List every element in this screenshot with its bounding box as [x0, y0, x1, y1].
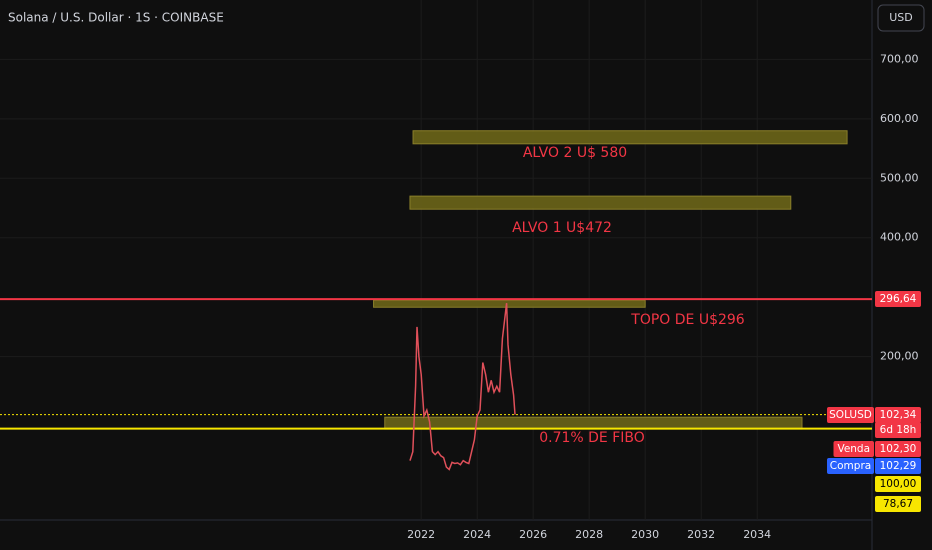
price-tag-label: 78,67: [883, 498, 913, 510]
currency-button-label[interactable]: USD: [889, 11, 913, 24]
price-tag: [875, 422, 921, 438]
zone-label: TOPO DE U$296: [630, 312, 745, 328]
target-zone: [373, 299, 646, 308]
price-tag: [875, 476, 921, 492]
x-tick-label: 2034: [743, 528, 771, 541]
price-tag-label: 296,64: [880, 293, 917, 305]
price-tag-name: Compra: [830, 460, 871, 472]
x-tick-label: 2024: [463, 528, 491, 541]
price-tag: [875, 441, 921, 457]
price-tag-label: 100,00: [880, 478, 917, 490]
target-zone: [384, 416, 803, 430]
zone-label: 0.71% DE FIBO: [539, 430, 645, 446]
price-tag: [875, 407, 921, 423]
price-tag-name-box: [833, 441, 874, 457]
y-tick-label: 600,00: [880, 112, 919, 125]
target-zone: [412, 130, 848, 145]
zone-label: ALVO 1 U$472: [512, 220, 612, 236]
price-tag-name-box: [827, 458, 874, 474]
x-tick-label: 2022: [407, 528, 435, 541]
price-tag-label: 102,34: [880, 409, 917, 421]
y-tick-label: 500,00: [880, 171, 919, 184]
zone-label: ALVO 2 U$ 580: [523, 145, 627, 161]
price-tag-label: 102,29: [880, 460, 917, 472]
x-tick-label: 2026: [519, 528, 547, 541]
price-tag-label: 6d 18h: [880, 424, 917, 436]
target-zone: [409, 195, 792, 210]
price-tag-name: SOLUSD: [829, 409, 872, 421]
y-tick-label: 700,00: [880, 52, 919, 65]
price-tag: [875, 458, 921, 474]
price-tag: [875, 291, 921, 307]
price-line: [409, 303, 516, 471]
price-tag-name-box: [827, 407, 874, 423]
x-tick-label: 2032: [687, 528, 715, 541]
symbol-title: Solana / U.S. Dollar · 1S · COINBASE: [8, 11, 224, 25]
price-tag: [875, 496, 921, 512]
y-tick-label: 200,00: [880, 350, 919, 363]
x-tick-label: 2030: [631, 528, 659, 541]
y-tick-label: 400,00: [880, 231, 919, 244]
price-tag-label: 102,30: [880, 443, 917, 455]
price-tag-name: Venda: [837, 443, 870, 455]
x-tick-label: 2028: [575, 528, 603, 541]
currency-button[interactable]: [877, 4, 925, 32]
